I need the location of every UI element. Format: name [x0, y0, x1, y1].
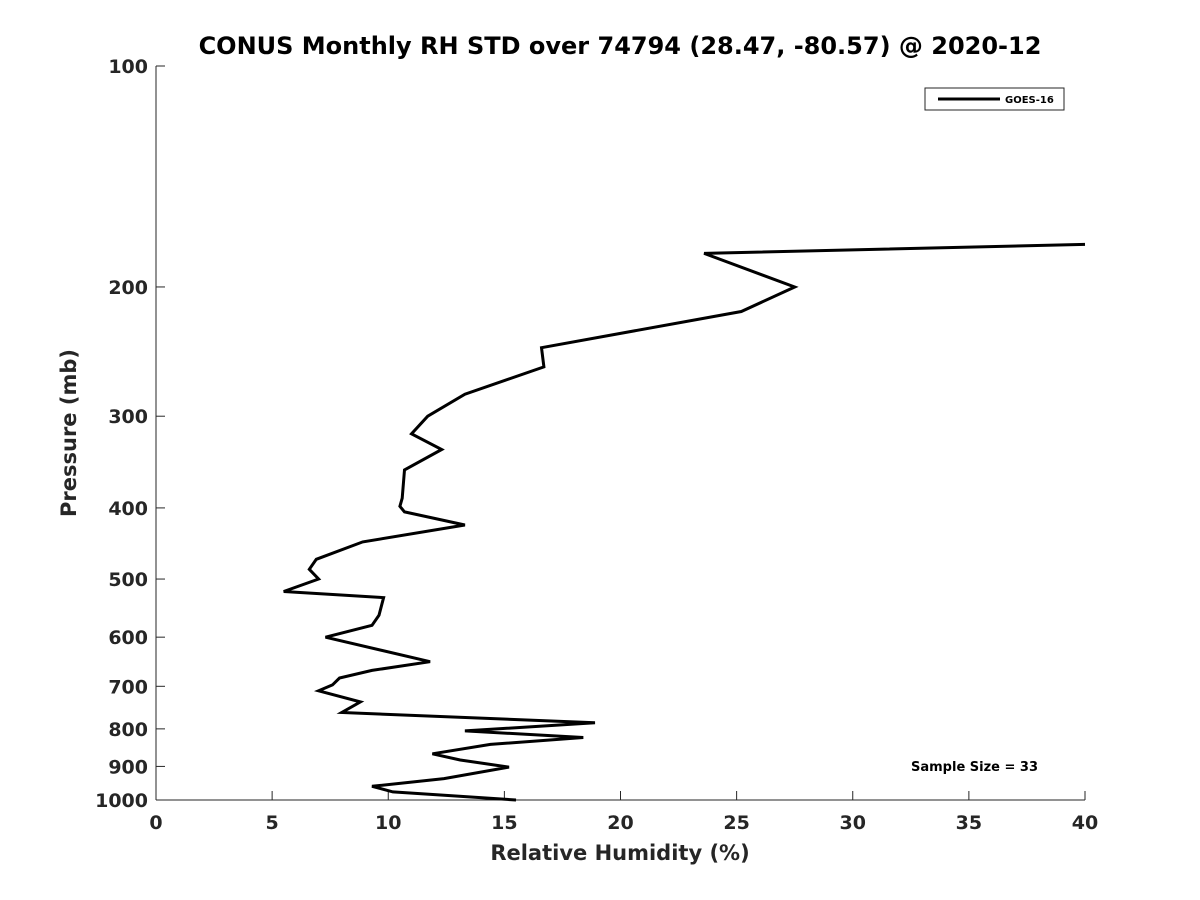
y-tick-label: 400: [108, 498, 148, 520]
x-tick-label: 5: [266, 812, 279, 834]
x-axis-label: Relative Humidity (%): [490, 841, 749, 865]
x-tick-label: 30: [840, 812, 866, 834]
sample-size-annotation: Sample Size = 33: [911, 760, 1038, 775]
y-tick-label: 500: [108, 569, 148, 591]
y-axis-label: Pressure (mb): [57, 349, 81, 517]
legend: GOES-16: [924, 87, 1065, 111]
y-tick-label: 600: [108, 627, 148, 649]
y-tick-label: 800: [108, 719, 148, 741]
x-tick-label: 40: [1072, 812, 1098, 834]
y-tick-label: 700: [108, 676, 148, 698]
x-tick-label: 0: [149, 812, 162, 834]
y-axis-ticks: 100 200 300 400 500 600 700 800 900 1000: [95, 56, 165, 812]
series-line-goes16: [283, 242, 1086, 802]
y-tick-label: 200: [108, 277, 148, 299]
x-axis-ticks: 0 5 10 15 20 25 30 35 40: [149, 791, 1098, 834]
x-tick-label: 25: [723, 812, 749, 834]
x-tick-label: 35: [956, 812, 982, 834]
y-tick-label: 100: [108, 56, 148, 78]
x-tick-label: 10: [375, 812, 401, 834]
y-tick-label: 300: [108, 406, 148, 428]
y-tick-label: 900: [108, 756, 148, 778]
legend-label-goes16: GOES-16: [1005, 95, 1054, 106]
y-tick-label: 1000: [95, 790, 148, 812]
chart-title: CONUS Monthly RH STD over 74794 (28.47, …: [199, 32, 1042, 60]
x-tick-label: 15: [491, 812, 517, 834]
x-tick-label: 20: [607, 812, 633, 834]
